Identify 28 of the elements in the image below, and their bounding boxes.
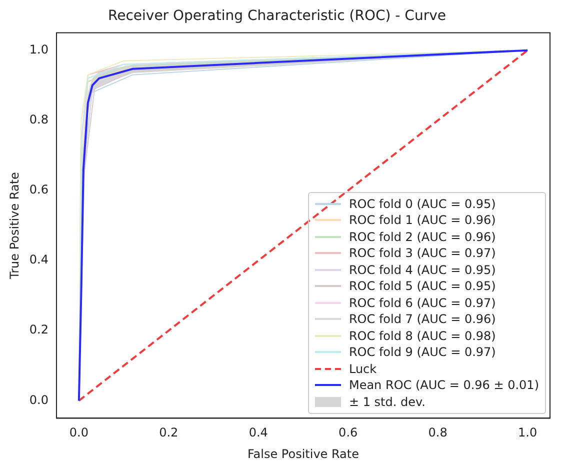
x-tick-label: 0.8 [428,426,448,440]
y-tick-label: 0.4 [29,252,48,267]
y-tick-label: 0.0 [29,392,48,407]
x-axis-title: False Positive Rate [247,446,360,461]
x-tick-label: 0.2 [159,426,178,440]
chart-title: Receiver Operating Characteristic (ROC) - Curve [108,8,446,24]
legend-label: ROC fold 8 (AUC = 0.98) [348,328,496,343]
legend-label: Mean ROC (AUC = 0.96 ± 0.01) [348,378,539,392]
annotation: ± 1 std. dev. [348,394,426,409]
legend-label: ROC fold 4 (AUC = 0.95) [348,262,496,277]
x-tick-label: 1.0 [518,426,538,440]
x-tick-label: 0.0 [69,426,88,440]
legend-label: ROC fold 6 (AUC = 0.97) [348,296,496,310]
legend-label: ROC fold 2 (AUC = 0.96) [348,230,496,244]
y-tick-label: 1.0 [29,42,48,56]
legend-label: ROC fold 7 (AUC = 0.96) [348,312,496,326]
y-axis-title: True Positive Rate [7,172,22,280]
x-tick-label: 0.6 [338,426,358,440]
legend-label: ROC fold 3 (AUC = 0.97) [348,246,496,260]
legend-label: Luck [348,362,377,376]
legend-label: ROC fold 0 (AUC = 0.95) [348,196,496,211]
x-tick-label: 0.4 [248,426,268,440]
y-tick-label: 0.2 [29,322,48,337]
y-tick-label: 0.6 [29,182,48,197]
legend-label: ROC fold 5 (AUC = 0.95) [348,279,496,294]
legend-label: ROC fold 1 (AUC = 0.96) [348,213,496,228]
legend-label: ROC fold 9 (AUC = 0.97) [348,345,496,360]
y-tick-label: 0.8 [29,112,48,127]
